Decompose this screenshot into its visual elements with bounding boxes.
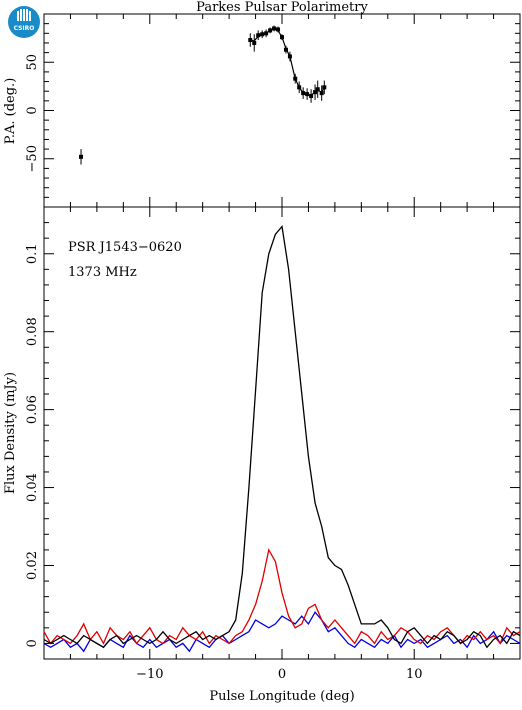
flux-series-lines [43,224,521,653]
pa-ytick-label: 50 [25,54,40,71]
pa-point [79,149,84,165]
flux-series-line [43,224,521,649]
flux-ytick-labels: 0 0.02 0.04 0.06 0.08 0.1 [25,243,40,647]
pa-point [315,80,320,98]
flux-ytick-label: 0.06 [25,395,40,424]
pa-marker [256,33,261,38]
position-angle-panel: −50 0 50 P.A. (deg.) [3,13,521,208]
pulsar-name-annotation: PSR J1543−0620 [68,240,182,255]
pa-marker [319,91,324,96]
flux-xtick-label: 0 [278,667,286,682]
flux-ytick-label: 0 [25,639,40,647]
flux-ylabel: Flux Density (mJy) [3,372,18,494]
pa-point [252,34,257,52]
flux-xtick-label: −10 [136,667,163,682]
flux-xtick-labels: −10 0 10 [136,667,422,682]
flux-ytick-label: 0.02 [25,551,40,580]
pa-data-points [79,25,327,165]
logo-text: CSIRO [14,25,35,32]
flux-ytick-label: 0.08 [25,317,40,346]
flux-axis-ticks [43,207,521,660]
pa-marker [315,87,320,92]
pa-marker [252,40,257,45]
csiro-logo: CSIRO [8,6,40,38]
pa-marker [248,38,253,43]
pa-point [248,33,253,47]
flux-ytick-label: 0.1 [25,243,40,264]
pa-point [256,30,261,41]
frequency-annotation: 1373 MHz [68,265,137,280]
pa-curve [250,27,325,96]
pa-marker [309,94,314,99]
pa-point [309,89,314,103]
pa-ylabel: P.A. (deg.) [3,78,18,145]
flux-xtick-label: 10 [406,667,423,682]
flux-xlabel: Pulse Longitude (deg) [209,689,354,704]
flux-density-panel: 0 0.02 0.04 0.06 0.08 0.1 −10 0 10 Flux Density… [3,206,521,704]
pa-point [319,85,324,101]
pa-marker [305,92,310,97]
pa-point [305,88,310,100]
pa-ytick-label: −50 [25,145,40,172]
pa-ytick-labels: −50 0 50 [25,54,40,172]
flux-series-line [43,548,521,645]
flux-series-line [43,611,521,653]
pa-ytick-label: 0 [25,106,40,114]
pa-marker [79,154,84,159]
pa-axis-ticks [43,13,521,208]
pa-panel-frame [43,13,521,208]
flux-ytick-label: 0.04 [25,473,40,502]
figure-title: Parkes Pulsar Polarimetry [196,0,368,15]
pa-marker [276,27,281,32]
